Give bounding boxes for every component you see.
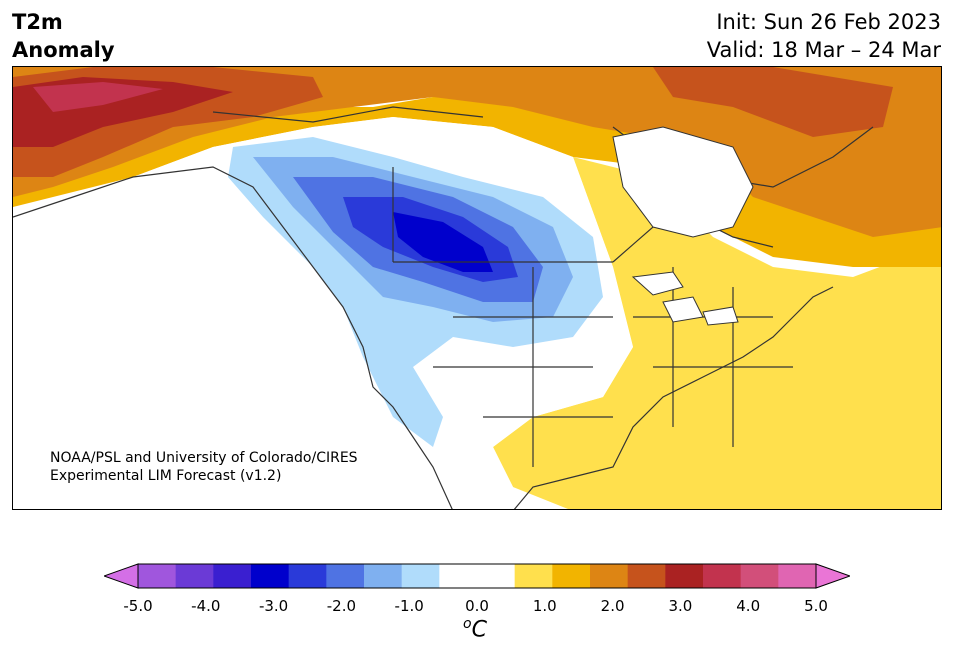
colorbar-tick-label: -3.0 xyxy=(258,597,289,615)
unit-symbol: C xyxy=(471,617,487,643)
colorbar-border xyxy=(137,563,817,589)
variable-subtitle: Anomaly xyxy=(12,38,115,62)
variable-title: T2m Anomaly xyxy=(12,8,115,64)
valid-range: Valid: 18 Mar – 24 Mar xyxy=(706,38,941,62)
colorbar-tick-label: -5.0 xyxy=(123,597,153,615)
credit-line-1: NOAA/PSL and University of Colorado/CIRE… xyxy=(50,450,358,466)
colorbar-tick-label: 2.0 xyxy=(600,597,625,615)
colorbar-cell xyxy=(213,564,252,588)
colorbar-cell xyxy=(439,564,478,588)
colorbar-unit: oC xyxy=(463,616,487,642)
map-canvas xyxy=(13,67,941,509)
colorbar-cell xyxy=(514,564,553,588)
colorbar-cell xyxy=(326,564,365,588)
strong-cold-core xyxy=(393,212,493,272)
colorbar-cell xyxy=(552,564,591,588)
colorbar xyxy=(104,563,850,589)
colorbar-tick-label: 3.0 xyxy=(668,597,693,615)
colorbar-cell xyxy=(740,564,779,588)
hot-region-east xyxy=(653,67,893,137)
colorbar-cell xyxy=(138,564,177,588)
great-lakes xyxy=(631,271,739,326)
credit-line-2: Experimental LIM Forecast (v1.2) xyxy=(50,468,282,484)
forecast-dates: Init: Sun 26 Feb 2023 Valid: 18 Mar – 24… xyxy=(707,8,941,64)
colorbar-tick-label: -1.0 xyxy=(394,597,424,615)
colorbar-cell xyxy=(364,564,403,588)
colorbar-cell xyxy=(778,564,817,588)
colorbar-cell xyxy=(703,564,742,588)
init-date: Init: Sun 26 Feb 2023 xyxy=(716,10,941,34)
colorbar-tick-label: -2.0 xyxy=(326,597,357,615)
colorbar-tick-label: 5.0 xyxy=(804,597,828,615)
colorbar-cell xyxy=(401,564,440,588)
extreme-region-alaska xyxy=(33,82,163,112)
colorbar-cell xyxy=(590,564,629,588)
colorbar-cell xyxy=(477,564,516,588)
hudson-bay xyxy=(612,126,754,238)
colorbar-cell xyxy=(288,564,327,588)
colorbar-left-extension xyxy=(104,563,139,589)
colorbar-cell xyxy=(665,564,704,588)
variable-name: T2m xyxy=(12,10,63,34)
colorbar-tick-label: -4.0 xyxy=(191,597,221,615)
colorbar-cell xyxy=(627,564,666,588)
colorbar-tick-label: 1.0 xyxy=(532,597,557,615)
credit-text: NOAA/PSL and University of Colorado/CIRE… xyxy=(50,449,358,485)
colorbar-right-extension xyxy=(815,563,850,589)
colorbar-tick-label: 0.0 xyxy=(465,597,489,615)
colorbar-tick-label: 4.0 xyxy=(736,597,761,615)
colorbar-cell xyxy=(251,564,290,588)
colorbar-cell xyxy=(175,564,214,588)
unit-degree: o xyxy=(463,616,472,632)
anomaly-map: NOAA/PSL and University of Colorado/CIRE… xyxy=(12,66,942,510)
